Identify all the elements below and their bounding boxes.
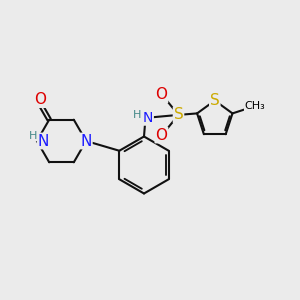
Text: N: N	[38, 134, 49, 148]
Text: O: O	[155, 87, 167, 102]
Text: O: O	[155, 128, 167, 142]
Text: CH₃: CH₃	[244, 101, 266, 111]
Text: O: O	[34, 92, 46, 107]
Text: N: N	[143, 111, 153, 125]
Text: H: H	[133, 110, 141, 121]
Text: S: S	[174, 107, 183, 122]
Text: H: H	[29, 130, 38, 141]
Text: N: N	[80, 134, 92, 148]
Text: S: S	[210, 93, 220, 108]
